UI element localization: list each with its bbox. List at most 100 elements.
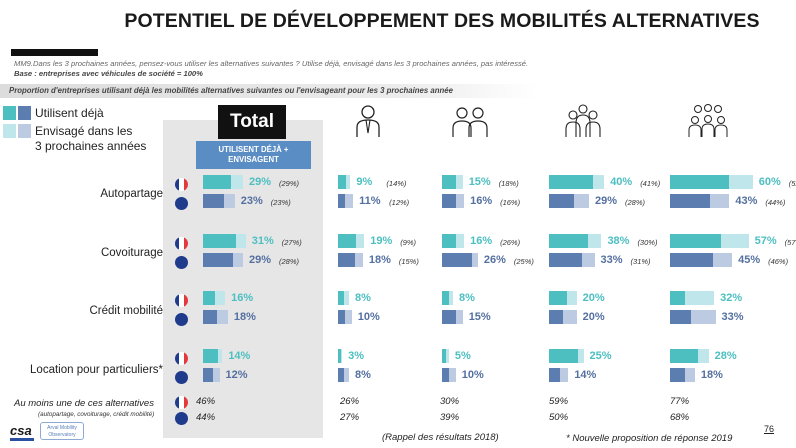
legend-envisage-line1: Envisagé dans les: [35, 124, 133, 138]
flag-europe-autopartage: [175, 197, 188, 210]
bar-used-covoiturage-total-europe: [203, 253, 234, 267]
bar-used-covoiturage-total-france: [203, 234, 237, 248]
data-label-location-two-people-france: 5%: [454, 350, 471, 362]
one-person-icon: [356, 105, 380, 137]
data-label-covoiturage-one-person-france: 19%: [370, 235, 393, 247]
data-label-location-total-europe: 12%: [225, 369, 248, 381]
flag-europe-credit-mobilite: [175, 313, 188, 326]
bar-used-location-total-france: [203, 349, 219, 363]
data-label-autopartage-two-people-europe: 16%: [470, 195, 493, 207]
data-label-credit-mobilite-two-people-france: 8%: [459, 292, 475, 304]
footer-nouvelle: * Nouvelle proposition de réponse 2019: [566, 433, 733, 444]
data-label-credit-mobilite-one-person-europe: 10%: [357, 311, 380, 323]
ref-label-covoiturage-total-europe: (28%): [279, 257, 300, 266]
data-label-covoiturage-large-group-france: 57%: [754, 235, 777, 247]
data-label-location-one-person-europe: 8%: [355, 369, 371, 381]
data-label-credit-mobilite-total-europe: 18%: [233, 311, 256, 323]
bar-used-covoiturage-one-person-europe: [338, 253, 355, 267]
footer-rappel: (Rappel des résultats 2018): [382, 432, 499, 443]
data-label-autopartage-total-europe: 23%: [240, 195, 263, 207]
flag-france-covoiturage: [175, 237, 188, 250]
data-label-covoiturage-group-europe: 33%: [600, 254, 623, 266]
row-label-location: Location pour particuliers*: [30, 364, 163, 376]
ref-label-autopartage-group-europe: (28%): [625, 198, 646, 207]
title-underline: [11, 49, 98, 56]
bar-used-covoiturage-group-france: [549, 234, 588, 248]
ref-label-covoiturage-one-person-france: (9%): [400, 238, 417, 247]
bar-envisage-location-one-person-europe: [338, 368, 350, 382]
bar-used-covoiturage-two-people-europe: [442, 253, 473, 267]
ref-label-autopartage-one-person-europe: (12%): [389, 198, 410, 207]
bottom-eu-two-people: 39%: [440, 412, 460, 423]
bar-used-autopartage-total-france: [203, 175, 231, 189]
data-label-location-total-france: 14%: [228, 350, 251, 362]
ref-label-covoiturage-large-group-europe: (46%): [768, 257, 789, 266]
bar-used-credit-mobilite-group-europe: [549, 310, 563, 324]
subtitle-band: [0, 84, 538, 98]
bar-used-autopartage-one-person-france: [338, 175, 347, 189]
bar-used-covoiturage-one-person-france: [338, 234, 356, 248]
data-label-location-two-people-europe: 10%: [461, 369, 484, 381]
csa-logo: csa: [10, 423, 32, 438]
bar-used-location-large-group-europe: [670, 368, 686, 382]
bar-used-credit-mobilite-one-person-france: [338, 291, 344, 305]
data-label-credit-mobilite-two-people-europe: 15%: [468, 311, 491, 323]
data-label-credit-mobilite-group-europe: 20%: [582, 311, 605, 323]
bar-used-covoiturage-group-europe: [549, 253, 583, 267]
data-label-location-group-france: 25%: [589, 350, 612, 362]
data-label-autopartage-one-person-europe: 11%: [359, 195, 381, 207]
bar-used-autopartage-group-europe: [549, 194, 574, 208]
bar-used-covoiturage-two-people-france: [442, 234, 456, 248]
data-label-credit-mobilite-large-group-europe: 33%: [721, 311, 744, 323]
ref-label-autopartage-group-france: (41%): [640, 179, 661, 188]
bar-used-autopartage-two-people-france: [442, 175, 456, 189]
total-sublabel: UTILISENT DÉJÀ + ENVISAGENT: [196, 141, 311, 169]
ref-label-covoiturage-two-people-france: (26%): [500, 238, 521, 247]
chart-subtitle: Proportion d'entreprises utilisant déjà …: [9, 86, 453, 95]
ref-label-covoiturage-one-person-europe: (15%): [398, 257, 419, 266]
total-label: Total: [218, 105, 286, 139]
two-people-icon: [452, 107, 488, 137]
legend-utilisent: Utilisent déjà: [35, 106, 104, 120]
bottom-sublabel: (autopartage, covoiturage, crédit mobili…: [38, 411, 155, 418]
bar-used-credit-mobilite-total-europe: [203, 310, 217, 324]
row-label-credit-mobilite: Crédit mobilité: [89, 305, 164, 317]
ref-label-autopartage-two-people-france: (18%): [498, 179, 519, 188]
ref-label-autopartage-large-group-europe: (44%): [765, 198, 786, 207]
flag-europe-location: [175, 371, 188, 384]
ref-label-autopartage-large-group-france: (52%): [788, 179, 796, 188]
data-label-covoiturage-one-person-europe: 18%: [368, 254, 391, 266]
bar-used-location-two-people-europe: [442, 368, 449, 382]
legend-envisage-line2: 3 prochaines années: [35, 139, 147, 153]
total-column-panel: [163, 120, 323, 438]
ref-label-autopartage-total-europe: (23%): [270, 198, 291, 207]
data-label-location-large-group-france: 28%: [714, 350, 737, 362]
data-label-autopartage-group-france: 40%: [610, 176, 633, 188]
total-sublabel-line2: ENVISAGENT: [228, 155, 279, 164]
data-label-covoiturage-total-europe: 29%: [249, 254, 272, 266]
ref-label-covoiturage-two-people-europe: (25%): [513, 257, 534, 266]
bar-envisage-credit-mobilite-one-person-france: [338, 291, 350, 305]
bar-used-credit-mobilite-total-france: [203, 291, 216, 305]
data-label-covoiturage-two-people-europe: 26%: [483, 254, 506, 266]
csa-logo-bar: [10, 438, 34, 441]
data-label-credit-mobilite-group-france: 20%: [582, 292, 605, 304]
flag-europe-covoiturage: [175, 256, 188, 269]
bar-used-autopartage-large-group-france: [670, 175, 730, 189]
bar-used-credit-mobilite-one-person-europe: [338, 310, 345, 324]
bottom-eu-group: 50%: [549, 412, 569, 423]
data-label-covoiturage-group-france: 38%: [607, 235, 630, 247]
ref-label-covoiturage-large-group-france: (57%): [784, 238, 796, 247]
data-label-credit-mobilite-one-person-france: 8%: [355, 292, 371, 304]
question-text: MM9.Dans les 3 prochaines années, pensez…: [14, 59, 529, 68]
flag-france-location: [175, 352, 188, 365]
bar-used-location-group-france: [549, 349, 578, 363]
legend-swatch-eu-envisage: [18, 124, 31, 138]
data-label-autopartage-large-group-france: 60%: [758, 176, 781, 188]
obs-logo-line2: Observatory: [48, 432, 76, 438]
ref-label-autopartage-one-person-france: (14%): [386, 179, 407, 188]
bottom-eu-large-group: 68%: [670, 412, 690, 423]
legend-swatch-fr-used: [3, 106, 16, 120]
bottom-fr-total: 46%: [196, 396, 216, 407]
bar-used-location-one-person-france: [338, 349, 341, 363]
